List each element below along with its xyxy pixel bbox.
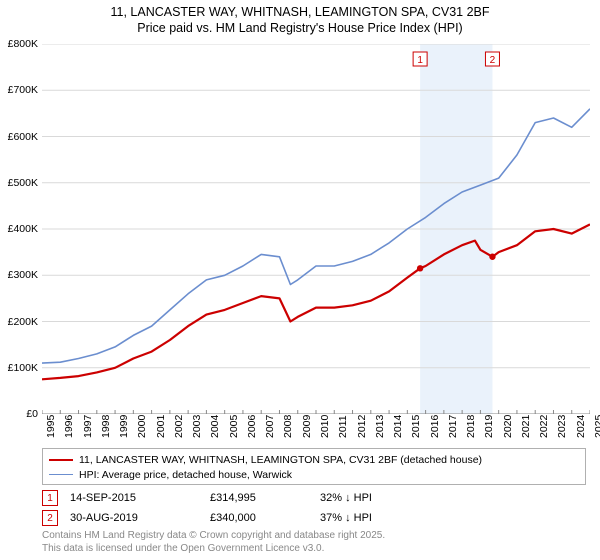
legend-label: HPI: Average price, detached house, Warw…: [79, 469, 292, 481]
x-tick-label: 2017: [447, 415, 459, 438]
x-tick-label: 2016: [429, 415, 441, 438]
x-tick-label: 2020: [502, 415, 514, 438]
title-line-2: Price paid vs. HM Land Registry's House …: [8, 20, 592, 36]
y-tick-label: £200K: [8, 316, 38, 328]
x-tick-label: 2007: [264, 415, 276, 438]
x-tick-label: 2019: [483, 415, 495, 438]
x-tick-label: 2010: [319, 415, 331, 438]
x-tick-label: 2024: [575, 415, 587, 438]
x-tick-label: 2008: [282, 415, 294, 438]
attribution-line-1: Contains HM Land Registry data © Crown c…: [42, 530, 586, 543]
legend: 11, LANCASTER WAY, WHITNASH, LEAMINGTON …: [42, 448, 586, 485]
transaction-dot: [417, 265, 423, 271]
x-tick-label: 2021: [520, 415, 532, 438]
chart-container: 11, LANCASTER WAY, WHITNASH, LEAMINGTON …: [0, 0, 600, 560]
chart-title: 11, LANCASTER WAY, WHITNASH, LEAMINGTON …: [0, 0, 600, 39]
x-tick-label: 1995: [45, 415, 57, 438]
x-tick-label: 2003: [191, 415, 203, 438]
x-tick-label: 2001: [155, 415, 167, 438]
legend-label: 11, LANCASTER WAY, WHITNASH, LEAMINGTON …: [79, 454, 482, 466]
y-tick-label: £100K: [8, 362, 38, 374]
y-axis: £0£100K£200K£300K£400K£500K£600K£700K£80…: [0, 44, 40, 414]
x-tick-label: 2002: [173, 415, 185, 438]
attribution: Contains HM Land Registry data © Crown c…: [42, 530, 586, 555]
transaction-marker: 2: [42, 510, 58, 526]
transaction-row: 1 14-SEP-2015£314,99532% ↓ HPI: [42, 488, 586, 508]
transaction-date: 30-AUG-2019: [70, 512, 210, 524]
x-tick-label: 2005: [228, 415, 240, 438]
transaction-row: 2 30-AUG-2019£340,00037% ↓ HPI: [42, 508, 586, 528]
x-tick-label: 2012: [356, 415, 368, 438]
x-tick-label: 1997: [82, 415, 94, 438]
attribution-line-2: This data is licensed under the Open Gov…: [42, 543, 586, 556]
y-tick-label: £400K: [8, 223, 38, 235]
legend-item: 11, LANCASTER WAY, WHITNASH, LEAMINGTON …: [49, 452, 579, 467]
x-axis: 1995 1996 1997 1998 1999 2000 2001 2002 2003 2004…: [42, 416, 590, 444]
x-tick-label: 2011: [337, 415, 349, 438]
y-tick-label: £0: [26, 408, 38, 420]
plot-area: 12: [42, 44, 590, 414]
x-tick-label: 2014: [392, 415, 404, 438]
transaction-price: £314,995: [210, 492, 320, 504]
transaction-marker-number: 2: [490, 55, 496, 66]
y-tick-label: £800K: [8, 38, 38, 50]
series-hpi: [42, 109, 590, 363]
x-tick-label: 2004: [209, 415, 221, 438]
transaction-date: 14-SEP-2015: [70, 492, 210, 504]
x-tick-label: 1998: [100, 415, 112, 438]
legend-item: HPI: Average price, detached house, Warw…: [49, 467, 579, 482]
x-tick-label: 2022: [538, 415, 550, 438]
transactions-table: 1 14-SEP-2015£314,99532% ↓ HPI 2 30-AUG-201…: [42, 488, 586, 528]
x-tick-label: 2025: [593, 415, 600, 438]
legend-swatch: [49, 474, 73, 475]
x-tick-label: 2015: [410, 415, 422, 438]
x-tick-label: 2006: [246, 415, 258, 438]
y-tick-label: £300K: [8, 269, 38, 281]
transaction-dot: [489, 254, 495, 260]
x-tick-label: 2023: [556, 415, 568, 438]
series-price_paid: [42, 224, 590, 379]
x-tick-label: 2013: [374, 415, 386, 438]
transaction-marker: 1: [42, 490, 58, 506]
x-tick-label: 1996: [63, 415, 75, 438]
x-tick-label: 2000: [136, 415, 148, 438]
legend-swatch: [49, 459, 73, 461]
title-line-1: 11, LANCASTER WAY, WHITNASH, LEAMINGTON …: [8, 4, 592, 20]
x-tick-label: 2018: [465, 415, 477, 438]
y-tick-label: £600K: [8, 131, 38, 143]
transaction-diff: 37% ↓ HPI: [320, 512, 372, 524]
y-tick-label: £700K: [8, 84, 38, 96]
x-tick-label: 1999: [118, 415, 130, 438]
transaction-marker-number: 1: [417, 55, 423, 66]
transaction-price: £340,000: [210, 512, 320, 524]
x-tick-label: 2009: [301, 415, 313, 438]
y-tick-label: £500K: [8, 177, 38, 189]
transaction-diff: 32% ↓ HPI: [320, 492, 372, 504]
